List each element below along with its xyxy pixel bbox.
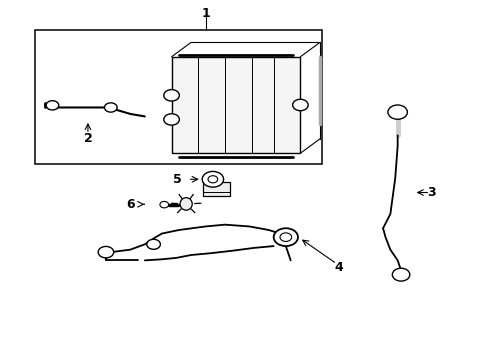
Ellipse shape	[180, 198, 192, 210]
Text: 5: 5	[172, 173, 181, 186]
Bar	[203, 182, 229, 196]
Circle shape	[163, 114, 179, 125]
Circle shape	[273, 228, 297, 246]
Circle shape	[202, 171, 223, 187]
Text: 6: 6	[126, 198, 135, 211]
Bar	[35, 30, 322, 164]
Text: 2: 2	[83, 132, 92, 145]
Circle shape	[46, 101, 59, 110]
Circle shape	[280, 233, 291, 242]
Circle shape	[104, 103, 117, 112]
Circle shape	[292, 99, 307, 111]
Text: 1: 1	[201, 8, 209, 21]
Circle shape	[163, 90, 179, 101]
Circle shape	[387, 105, 407, 119]
Circle shape	[207, 176, 217, 183]
Circle shape	[98, 247, 114, 258]
Circle shape	[146, 239, 160, 249]
Text: 4: 4	[334, 261, 343, 274]
Circle shape	[391, 268, 409, 281]
Text: 3: 3	[426, 186, 435, 199]
Circle shape	[160, 202, 168, 208]
Bar	[171, 57, 300, 153]
